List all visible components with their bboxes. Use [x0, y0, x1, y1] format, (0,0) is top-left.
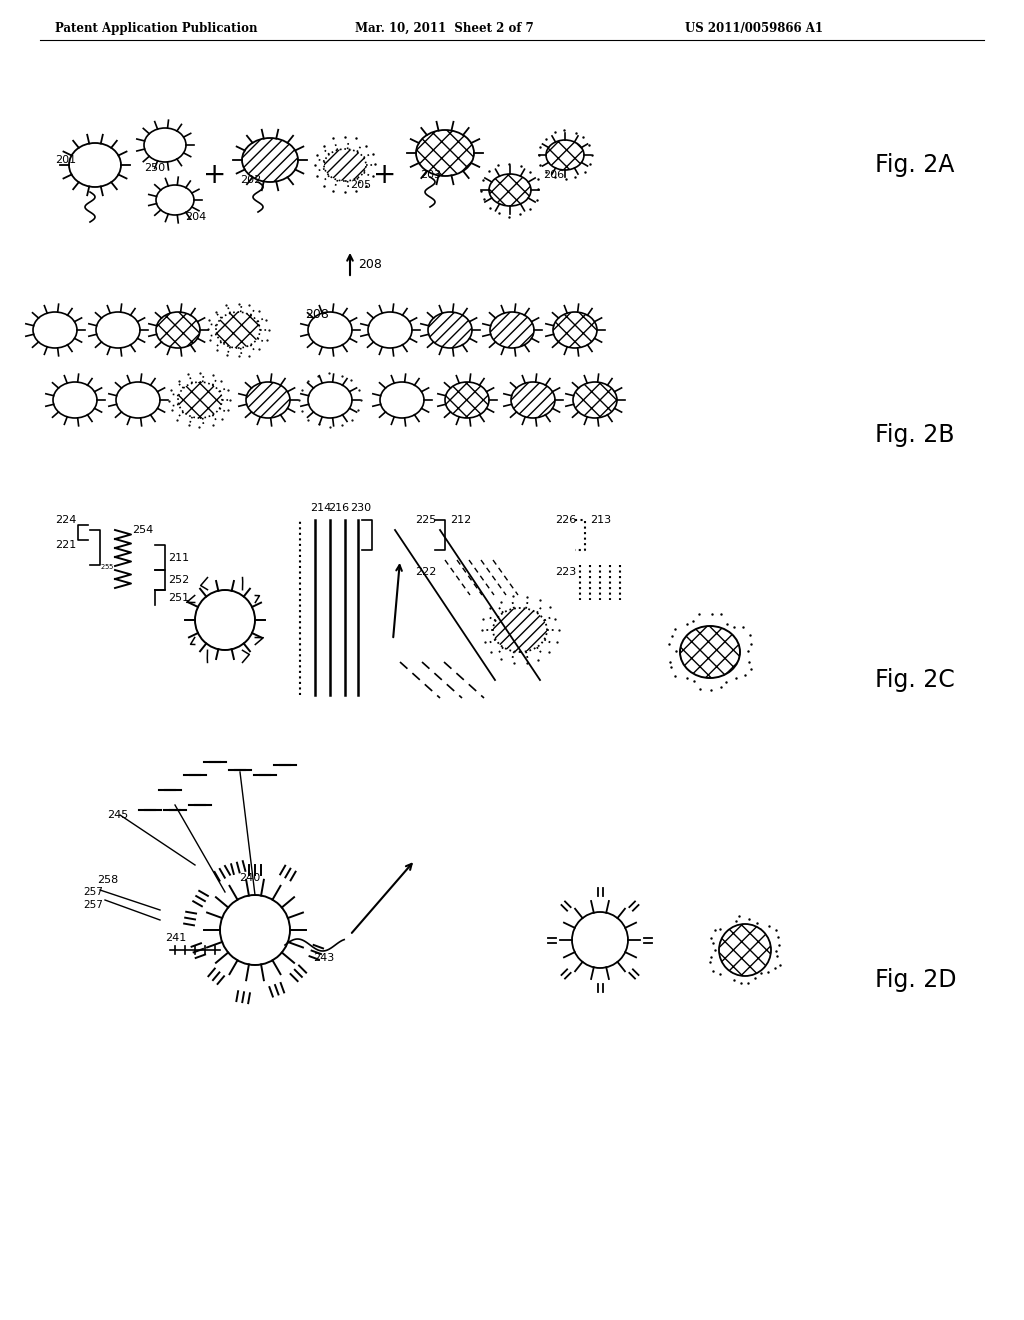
- Text: 208: 208: [305, 309, 329, 322]
- Text: +: +: [204, 161, 226, 189]
- Text: 216: 216: [328, 503, 349, 513]
- Ellipse shape: [242, 139, 298, 182]
- Text: Fig. 2A: Fig. 2A: [874, 153, 954, 177]
- Text: 214: 214: [310, 503, 331, 513]
- Circle shape: [572, 912, 628, 968]
- Text: 226: 226: [555, 515, 577, 525]
- Ellipse shape: [308, 381, 352, 418]
- Ellipse shape: [493, 609, 547, 652]
- Text: 205: 205: [350, 180, 371, 190]
- Ellipse shape: [428, 312, 472, 348]
- Ellipse shape: [156, 185, 194, 215]
- Text: 212: 212: [450, 515, 471, 525]
- Text: +: +: [374, 161, 396, 189]
- Text: 243: 243: [313, 953, 334, 964]
- Text: 203: 203: [420, 170, 441, 180]
- Circle shape: [220, 895, 290, 965]
- Text: 201: 201: [55, 154, 76, 165]
- Ellipse shape: [489, 174, 531, 206]
- Ellipse shape: [368, 312, 412, 348]
- Ellipse shape: [511, 381, 555, 418]
- Text: 222: 222: [415, 568, 436, 577]
- Text: US 2011/0059866 A1: US 2011/0059866 A1: [685, 22, 823, 36]
- Ellipse shape: [33, 312, 77, 348]
- Ellipse shape: [416, 129, 474, 176]
- Ellipse shape: [246, 381, 290, 418]
- Text: Fig. 2D: Fig. 2D: [874, 968, 956, 993]
- Ellipse shape: [178, 381, 222, 418]
- Text: 250: 250: [144, 162, 166, 173]
- Text: 223: 223: [555, 568, 577, 577]
- Text: 241: 241: [165, 933, 186, 942]
- Ellipse shape: [324, 149, 366, 181]
- Ellipse shape: [680, 626, 740, 678]
- Ellipse shape: [573, 381, 617, 418]
- Ellipse shape: [156, 312, 200, 348]
- Text: $_{255}$: $_{255}$: [100, 562, 115, 572]
- Text: 254: 254: [132, 525, 154, 535]
- Ellipse shape: [553, 312, 597, 348]
- Text: 211: 211: [168, 553, 189, 564]
- Ellipse shape: [308, 312, 352, 348]
- Text: 204: 204: [185, 213, 206, 222]
- Text: 245: 245: [106, 810, 128, 820]
- Text: 257: 257: [83, 887, 102, 898]
- Text: 251: 251: [168, 593, 189, 603]
- Text: 252: 252: [168, 576, 189, 585]
- Text: 221: 221: [55, 540, 76, 550]
- Ellipse shape: [116, 381, 160, 418]
- Text: 206: 206: [543, 170, 564, 180]
- Text: 240: 240: [240, 873, 261, 883]
- Ellipse shape: [69, 143, 121, 187]
- Text: 213: 213: [590, 515, 611, 525]
- Text: 202: 202: [240, 176, 261, 185]
- Text: 225: 225: [415, 515, 436, 525]
- Text: Patent Application Publication: Patent Application Publication: [55, 22, 257, 36]
- Ellipse shape: [380, 381, 424, 418]
- Text: 230: 230: [350, 503, 371, 513]
- Text: 208: 208: [358, 257, 382, 271]
- Text: Mar. 10, 2011  Sheet 2 of 7: Mar. 10, 2011 Sheet 2 of 7: [355, 22, 534, 36]
- Ellipse shape: [490, 312, 534, 348]
- Ellipse shape: [546, 140, 584, 170]
- Circle shape: [195, 590, 255, 649]
- Text: 257: 257: [83, 900, 102, 909]
- Ellipse shape: [216, 312, 260, 348]
- Circle shape: [719, 924, 771, 975]
- Text: 224: 224: [55, 515, 77, 525]
- Ellipse shape: [96, 312, 140, 348]
- Text: Fig. 2B: Fig. 2B: [874, 422, 954, 447]
- Ellipse shape: [53, 381, 97, 418]
- Ellipse shape: [445, 381, 489, 418]
- Ellipse shape: [144, 128, 186, 162]
- Text: 258: 258: [97, 875, 118, 884]
- Text: Fig. 2C: Fig. 2C: [874, 668, 954, 692]
